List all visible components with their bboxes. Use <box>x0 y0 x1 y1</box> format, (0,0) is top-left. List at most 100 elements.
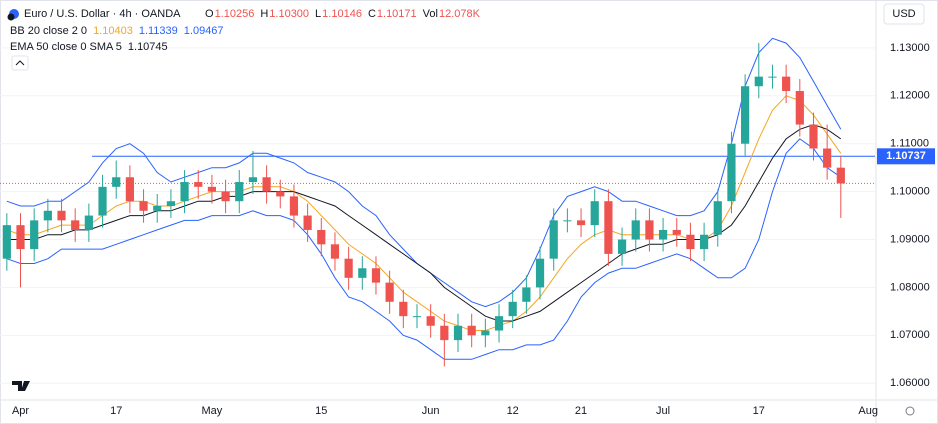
y-tick-label: 1.07000 <box>890 329 930 341</box>
candle-body <box>727 143 736 202</box>
candle-body <box>221 191 230 202</box>
x-tick-label: 17 <box>753 405 765 417</box>
candle-body <box>153 205 162 211</box>
x-tick-label: Apr <box>12 405 29 417</box>
candle-body <box>71 220 80 230</box>
candle-body <box>453 325 463 341</box>
candle-body <box>658 229 668 240</box>
candle-body <box>412 316 422 318</box>
x-tick-label: May <box>202 405 223 417</box>
candle-body <box>481 330 490 336</box>
candle-body <box>768 76 777 78</box>
candle-body <box>194 182 203 187</box>
ohlc-key: C <box>368 8 376 20</box>
candle-body <box>782 76 791 92</box>
candle-body <box>686 234 695 250</box>
y-tick-label: 1.12000 <box>890 90 930 102</box>
y-tick-label: 1.10000 <box>890 186 930 198</box>
ohlc-value: 1.10146 <box>322 8 362 20</box>
candle-body <box>303 215 312 230</box>
indicator-value: 1.10403 <box>93 25 133 37</box>
candle-body <box>508 301 517 317</box>
x-tick-label: Jul <box>656 405 670 417</box>
candle-body <box>494 316 504 331</box>
candle-body <box>57 210 66 221</box>
settings-icon[interactable] <box>905 406 915 416</box>
candle-body <box>385 282 394 302</box>
candle-body <box>207 186 217 192</box>
y-tick-label: 1.11000 <box>890 138 929 150</box>
collapse-icon <box>15 60 25 66</box>
candle-body <box>754 76 763 87</box>
indicator-label: EMA 50 close 0 SMA 5 <box>10 41 122 53</box>
ohlc-key: L <box>315 8 321 20</box>
candle-body <box>112 177 121 187</box>
currency-button[interactable] <box>883 3 925 25</box>
symbol-icon <box>7 13 15 21</box>
y-tick-label: 1.08000 <box>890 281 930 293</box>
candle-body <box>617 239 627 254</box>
x-tick-label: 12 <box>507 405 519 417</box>
candle-body <box>125 177 134 202</box>
candle-body <box>30 220 39 250</box>
candle-body <box>426 316 435 326</box>
ohlc-key: Vol <box>423 8 438 20</box>
candle-body <box>43 210 52 221</box>
price-tag <box>877 148 935 165</box>
candle-body <box>139 201 148 211</box>
candle-body <box>522 287 531 302</box>
candle-body <box>371 268 381 283</box>
candle-body <box>823 148 832 168</box>
currency: USD <box>892 8 915 20</box>
candle-body <box>2 225 11 259</box>
candle-body <box>795 91 804 125</box>
logo <box>12 381 30 391</box>
y-tick-label: 1.09000 <box>890 233 930 245</box>
y-tick-label: 1.13000 <box>890 42 930 54</box>
ohlc-value: 12.078K <box>439 8 481 20</box>
overlay: Euro / U.S. Dollar · 4h · OANDA USD 1.06… <box>7 3 935 417</box>
indicator-value: 1.09467 <box>184 25 224 37</box>
candle-body <box>809 124 818 149</box>
ohlc-value: 1.10256 <box>215 8 255 20</box>
candle-body <box>344 258 353 278</box>
candle-body <box>604 201 613 254</box>
candle-body <box>672 229 681 235</box>
x-tick-label: 21 <box>575 405 587 417</box>
candle-body <box>576 220 586 226</box>
x-tick-label: Aug <box>858 405 878 417</box>
y-tick-label: 1.06000 <box>890 377 930 389</box>
candle-body <box>358 268 367 278</box>
candle-body <box>399 301 408 317</box>
candle-body <box>262 177 271 192</box>
candle-body <box>84 215 93 230</box>
ohlc-key: O <box>205 8 214 20</box>
candle-body <box>235 182 244 202</box>
candle-body <box>836 167 845 184</box>
candle-body <box>467 325 476 336</box>
candle-body <box>700 234 709 250</box>
x-tick-label: 17 <box>110 405 122 417</box>
candle-body <box>590 201 599 226</box>
indicator-value: 1.11339 <box>139 25 178 37</box>
plot <box>0 37 875 384</box>
candle-body <box>317 229 326 245</box>
candle-body <box>98 186 107 216</box>
x-tick-label: 15 <box>315 405 327 417</box>
candle-body <box>248 177 258 183</box>
indicator-label: BB 20 close 2 0 <box>10 25 87 37</box>
candle-body <box>330 244 340 259</box>
collapse-button[interactable] <box>11 55 29 71</box>
candle-body <box>289 196 299 216</box>
candle-body <box>645 220 654 240</box>
ohlc-key: H <box>260 8 268 20</box>
candle-body <box>535 258 545 288</box>
candle-body <box>276 191 285 197</box>
candle-body <box>563 220 572 222</box>
x-tick-label: Jun <box>422 405 440 417</box>
ohlc-value: 1.10300 <box>269 8 309 20</box>
candle-body <box>549 220 558 259</box>
